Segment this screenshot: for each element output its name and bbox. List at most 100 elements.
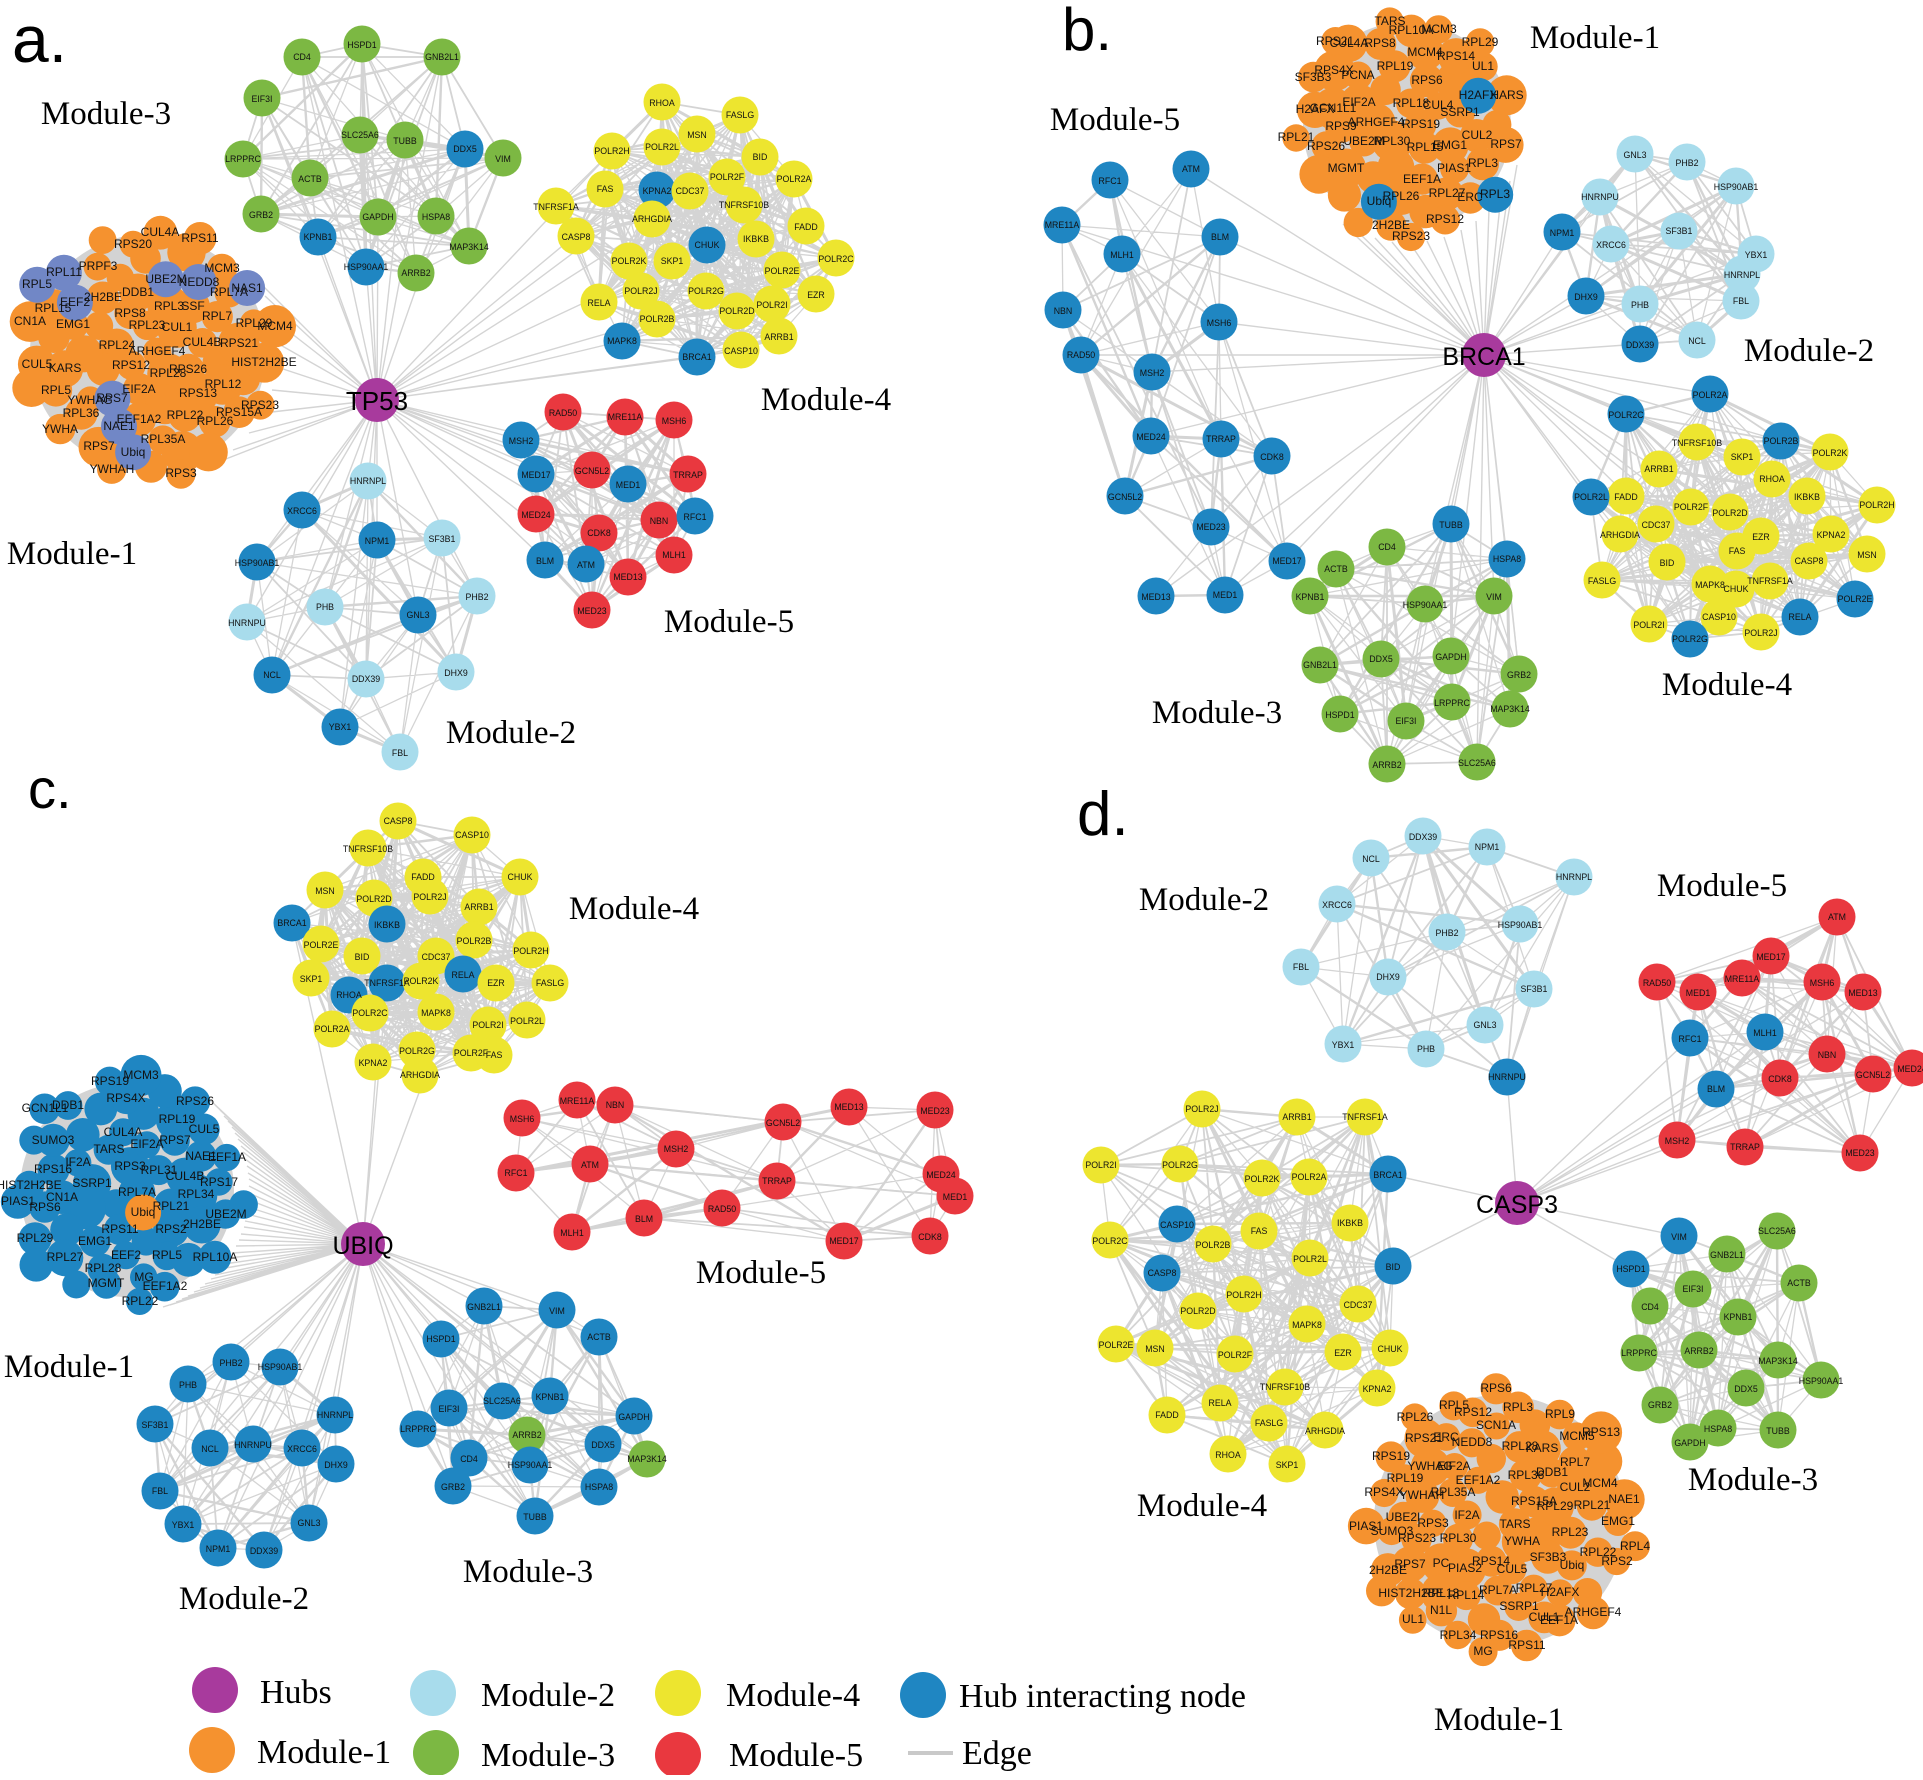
svg-text:CDK8: CDK8 bbox=[918, 1232, 942, 1242]
svg-text:FAS: FAS bbox=[486, 1050, 503, 1060]
svg-text:BRCA1: BRCA1 bbox=[1373, 1170, 1402, 1180]
svg-text:BID: BID bbox=[1386, 1262, 1401, 1272]
svg-text:DDB1: DDB1 bbox=[122, 285, 154, 299]
svg-text:Ubiq: Ubiq bbox=[1560, 1558, 1585, 1572]
svg-text:POLR2C: POLR2C bbox=[818, 254, 854, 264]
svg-text:ACTB: ACTB bbox=[1787, 1278, 1811, 1288]
svg-text:PIAS2: PIAS2 bbox=[1448, 1561, 1482, 1575]
svg-text:SLC25A6: SLC25A6 bbox=[1458, 758, 1496, 768]
svg-text:DHX9: DHX9 bbox=[444, 668, 468, 678]
svg-text:MAPK8: MAPK8 bbox=[1695, 580, 1725, 590]
svg-text:ARRB2: ARRB2 bbox=[401, 268, 430, 278]
svg-text:RPS8: RPS8 bbox=[1364, 36, 1396, 50]
svg-text:MSH2: MSH2 bbox=[664, 1144, 689, 1154]
svg-text:KARS: KARS bbox=[49, 361, 82, 375]
svg-text:MLH1: MLH1 bbox=[1753, 1028, 1777, 1038]
svg-text:EEF2: EEF2 bbox=[111, 1248, 141, 1262]
svg-text:PHB2: PHB2 bbox=[1436, 928, 1459, 938]
svg-text:Ubiq: Ubiq bbox=[1367, 194, 1392, 208]
svg-text:GRB2: GRB2 bbox=[1648, 1400, 1672, 1410]
svg-text:EMG1: EMG1 bbox=[1601, 1514, 1635, 1528]
svg-text:SSRP1: SSRP1 bbox=[72, 1176, 112, 1190]
svg-text:GCN5L2: GCN5L2 bbox=[575, 466, 609, 476]
svg-text:FBL: FBL bbox=[1293, 962, 1309, 972]
svg-text:GAPDH: GAPDH bbox=[618, 1412, 649, 1422]
svg-text:FAS: FAS bbox=[1251, 1226, 1268, 1236]
svg-text:Module-3: Module-3 bbox=[463, 1554, 593, 1590]
svg-text:NAE1: NAE1 bbox=[1608, 1492, 1640, 1506]
svg-text:CHUK: CHUK bbox=[1724, 584, 1749, 594]
svg-text:YWHA: YWHA bbox=[42, 422, 78, 436]
svg-text:KPNA2: KPNA2 bbox=[359, 1058, 388, 1068]
svg-text:ACTB: ACTB bbox=[298, 174, 322, 184]
svg-text:RPL28: RPL28 bbox=[85, 1261, 122, 1275]
svg-text:HSPA8: HSPA8 bbox=[422, 212, 450, 222]
svg-text:HSP90AB1: HSP90AB1 bbox=[235, 558, 280, 568]
svg-text:RPL5: RPL5 bbox=[22, 277, 52, 291]
svg-text:MRE11A: MRE11A bbox=[608, 412, 643, 422]
svg-text:MED17: MED17 bbox=[1272, 556, 1301, 566]
svg-text:SKP1: SKP1 bbox=[661, 256, 684, 266]
svg-text:CASP10: CASP10 bbox=[724, 346, 758, 356]
svg-text:a.: a. bbox=[12, 2, 67, 76]
svg-text:H2AFX: H2AFX bbox=[1296, 102, 1335, 116]
svg-text:POLR2D: POLR2D bbox=[1712, 508, 1747, 518]
svg-text:MSH6: MSH6 bbox=[662, 416, 687, 426]
svg-text:HNRNPU: HNRNPU bbox=[234, 1440, 272, 1450]
svg-text:IKBKB: IKBKB bbox=[374, 920, 400, 930]
svg-text:RPS21: RPS21 bbox=[1316, 34, 1354, 48]
svg-text:HNRNPU: HNRNPU bbox=[1488, 1072, 1526, 1082]
svg-text:Module-5: Module-5 bbox=[696, 1255, 826, 1291]
svg-text:RPL26: RPL26 bbox=[1397, 1410, 1434, 1424]
svg-text:RPS3: RPS3 bbox=[1417, 1516, 1449, 1530]
svg-text:RAD50: RAD50 bbox=[708, 1204, 736, 1214]
svg-text:MED23: MED23 bbox=[1196, 522, 1225, 532]
svg-text:MED23: MED23 bbox=[920, 1106, 949, 1116]
svg-text:CASP8: CASP8 bbox=[562, 232, 591, 242]
svg-text:MSH6: MSH6 bbox=[1810, 978, 1835, 988]
svg-text:POLR2G: POLR2G bbox=[399, 1046, 435, 1056]
svg-text:VIM: VIM bbox=[495, 154, 511, 164]
svg-text:RAD50: RAD50 bbox=[549, 408, 577, 418]
svg-text:TUBB: TUBB bbox=[523, 1512, 547, 1522]
svg-text:TRRAP: TRRAP bbox=[673, 470, 703, 480]
svg-text:KPNB1: KPNB1 bbox=[1724, 1312, 1753, 1322]
svg-text:TNFRSF1A: TNFRSF1A bbox=[1342, 1112, 1388, 1122]
svg-text:HIST2H2BE: HIST2H2BE bbox=[0, 1178, 62, 1192]
svg-text:UBE2I: UBE2I bbox=[1386, 1510, 1421, 1524]
svg-text:MAP3K14: MAP3K14 bbox=[1490, 704, 1530, 714]
svg-text:MRE11A: MRE11A bbox=[560, 1096, 595, 1106]
svg-text:RPS4X: RPS4X bbox=[1364, 1485, 1403, 1499]
svg-text:RPS6: RPS6 bbox=[1480, 1381, 1512, 1395]
svg-text:LRPPRC: LRPPRC bbox=[1621, 1348, 1657, 1358]
svg-text:FADD: FADD bbox=[1614, 492, 1637, 502]
svg-text:CHUK: CHUK bbox=[695, 240, 720, 250]
svg-text:PC: PC bbox=[1433, 1556, 1450, 1570]
svg-text:RPL7A: RPL7A bbox=[1479, 1583, 1517, 1597]
svg-text:PIAS1: PIAS1 bbox=[1349, 1519, 1383, 1533]
svg-text:HIST2H2BE: HIST2H2BE bbox=[1378, 1586, 1443, 1600]
svg-text:RPL21: RPL21 bbox=[1574, 1498, 1611, 1512]
svg-text:Module-4: Module-4 bbox=[1137, 1488, 1267, 1524]
svg-text:MLH1: MLH1 bbox=[560, 1228, 584, 1238]
svg-text:CDK8: CDK8 bbox=[1260, 452, 1284, 462]
svg-text:YBX1: YBX1 bbox=[1745, 250, 1768, 260]
svg-text:XRCC6: XRCC6 bbox=[287, 1444, 317, 1454]
svg-text:GAPDH: GAPDH bbox=[362, 212, 393, 222]
svg-text:RPS19: RPS19 bbox=[1372, 1449, 1410, 1463]
svg-text:ATM: ATM bbox=[581, 1160, 599, 1170]
svg-text:GRB2: GRB2 bbox=[441, 1482, 465, 1492]
svg-text:Module-4: Module-4 bbox=[569, 891, 699, 927]
svg-text:Module-1: Module-1 bbox=[4, 1349, 134, 1385]
svg-text:ARHGDIA: ARHGDIA bbox=[1305, 1426, 1345, 1436]
svg-text:POLR2H: POLR2H bbox=[1859, 500, 1894, 510]
svg-text:FAS: FAS bbox=[1729, 546, 1746, 556]
svg-text:POLR2B: POLR2B bbox=[1764, 436, 1799, 446]
svg-text:ARRB1: ARRB1 bbox=[764, 332, 793, 342]
svg-text:2H2BE: 2H2BE bbox=[1369, 1563, 1407, 1577]
svg-text:FAS: FAS bbox=[597, 184, 614, 194]
svg-text:RPS19: RPS19 bbox=[1402, 117, 1440, 131]
svg-text:CUL4B: CUL4B bbox=[183, 335, 222, 349]
svg-text:MAPK8: MAPK8 bbox=[1292, 1320, 1322, 1330]
svg-text:POLR2H: POLR2H bbox=[594, 146, 629, 156]
